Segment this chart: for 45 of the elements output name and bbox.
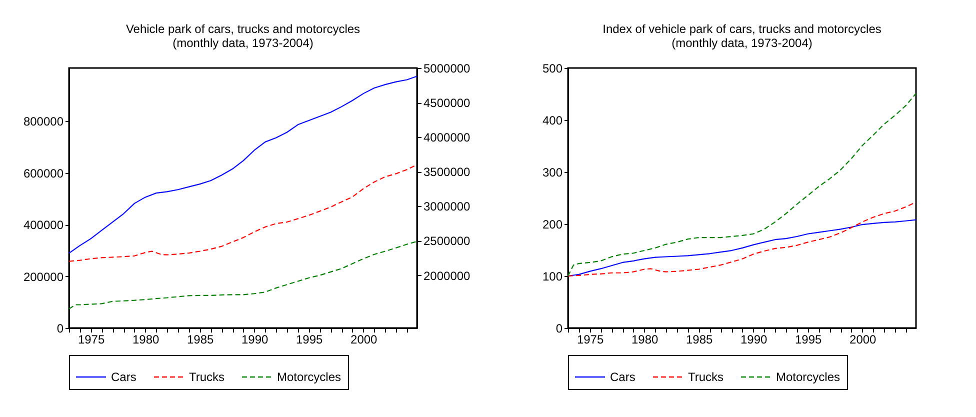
x-tick-label: 1990: [740, 332, 768, 346]
x-tick-label: 2000: [350, 332, 378, 346]
y2-tick-label: 3000000: [424, 200, 471, 214]
y-tick-label: 800000: [23, 114, 64, 129]
y2-tick-label: 4000000: [424, 130, 471, 145]
y-tick-label: 400000: [23, 218, 64, 232]
x-tick-label: 1995: [296, 332, 324, 346]
y-tick-label: 0: [56, 322, 64, 336]
line-series: [567, 202, 917, 277]
y2-tick-label: 5000000: [424, 62, 471, 76]
x-tick-label: 1980: [631, 332, 658, 346]
x-tick-label: 1990: [241, 332, 269, 346]
y-tick-label: 0: [556, 322, 563, 336]
y2-tick-label: 2000000: [424, 268, 471, 283]
legend-label: Motorcycles: [277, 370, 342, 384]
x-tick-label: 1985: [186, 332, 214, 346]
line-series: [68, 240, 418, 310]
y-tick-label: 200: [542, 218, 563, 232]
x-tick-label: 1995: [795, 332, 822, 346]
y2-tick-label: 3500000: [424, 165, 471, 180]
legend-label: Trucks: [189, 370, 225, 384]
y-tick-label: 600000: [23, 166, 64, 180]
chart-title: Index of vehicle park of cars, trucks and motorcycles: [602, 22, 882, 36]
x-tick-label: 1980: [132, 332, 160, 346]
y-tick-label: 400: [542, 114, 563, 128]
line-series: [567, 219, 917, 277]
line-series: [68, 76, 418, 254]
legend-label: Cars: [111, 370, 136, 384]
legend-label: Cars: [610, 370, 636, 384]
legend-label: Motorcycles: [776, 370, 840, 384]
y-tick-label: 200000: [23, 270, 64, 284]
y-tick-label: 100: [542, 270, 563, 284]
y-tick-label: 500: [542, 62, 563, 76]
x-tick-label: 1985: [686, 332, 713, 346]
chart-title: Vehicle park of cars, trucks and motorcycles: [126, 22, 360, 36]
x-tick-label: 2000: [850, 332, 877, 346]
chart-subtitle: (monthly data, 1973-2004): [672, 36, 812, 50]
x-tick-label: 1975: [78, 332, 105, 346]
y2-tick-label: 4500000: [424, 96, 471, 110]
chart-subtitle: (monthly data, 1973-2004): [172, 36, 314, 50]
legend-label: Trucks: [688, 370, 724, 384]
line-series: [567, 92, 917, 277]
y2-tick-label: 2500000: [424, 234, 471, 248]
y-tick-label: 300: [542, 166, 563, 180]
x-tick-label: 1975: [576, 332, 604, 346]
